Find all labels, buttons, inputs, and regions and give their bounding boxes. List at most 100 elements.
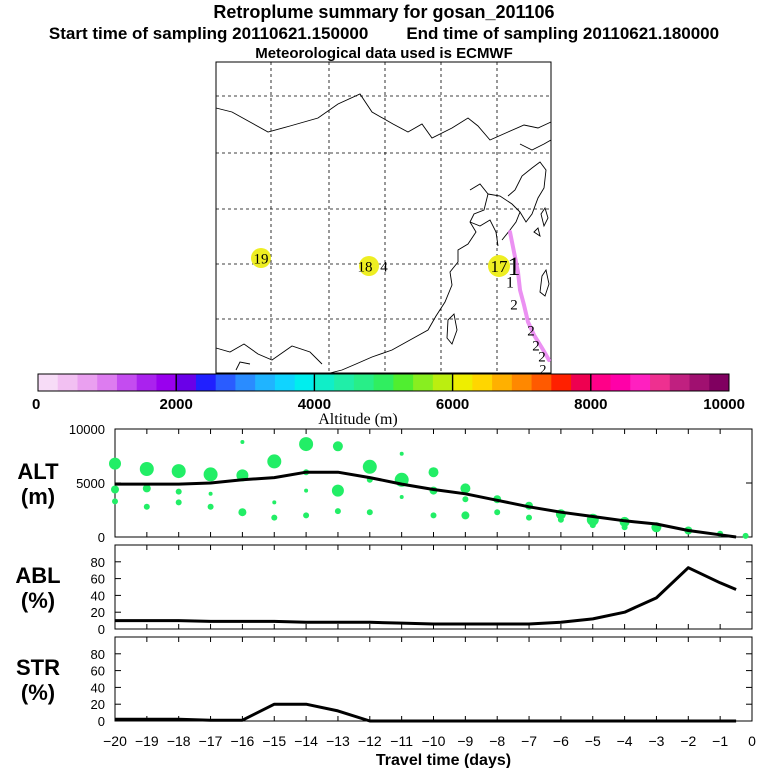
x-tick-label: −1 (712, 733, 728, 749)
altitude-point (272, 500, 277, 505)
x-tick-label: −15 (262, 733, 286, 749)
colorbar-cell (373, 374, 394, 391)
colorbar-cell (669, 374, 691, 391)
colorbar-tick-label: 6000 (436, 396, 469, 413)
colorbar-cell (610, 374, 631, 391)
altitude-point (208, 491, 213, 496)
map-marker-label: 4 (380, 259, 388, 275)
map-marker-label: 1 (508, 252, 521, 281)
colorbar-cell (432, 374, 454, 391)
y-tick-label: 20 (91, 605, 105, 620)
x-axis-title: Travel time (days) (376, 752, 511, 768)
plume-trajectory (508, 230, 551, 362)
altitude-point (304, 488, 309, 493)
map-marker-label: 2 (532, 338, 540, 354)
altitude-point (267, 454, 282, 469)
colorbar-cell (314, 374, 335, 391)
y-tick-label: 10000 (69, 422, 105, 437)
altitude-point (428, 467, 439, 478)
series-line-alt (115, 470, 737, 539)
colorbar-cell (136, 374, 157, 391)
x-tick-label: −3 (648, 733, 664, 749)
altitude-point (109, 457, 121, 470)
colorbar-cell (274, 374, 296, 391)
map-marker-dot (251, 248, 271, 268)
altitude-point (139, 462, 154, 476)
x-tick-label: −17 (199, 733, 223, 749)
colorbar-cell (393, 374, 414, 391)
colorbar-cell (235, 374, 256, 391)
x-tick-label: −13 (326, 733, 350, 749)
colorbar-frame (37, 373, 730, 392)
altitude-point (203, 467, 218, 482)
altitude-point (143, 503, 150, 510)
colorbar-tick-label: 4000 (298, 396, 331, 413)
colorbar-cell (551, 374, 572, 391)
colorbar-cell (452, 374, 473, 391)
y-axis-title: (%) (21, 588, 55, 613)
altitude-point (430, 512, 437, 519)
map-marker-label: 2 (527, 323, 535, 339)
altitude-point (362, 459, 377, 474)
map-marker-dot (359, 256, 379, 276)
colorbar-cell (511, 374, 533, 391)
x-tick-label: −4 (617, 733, 633, 749)
colorbar-tick-label: 2000 (160, 396, 193, 413)
y-tick-label: 0 (98, 714, 105, 729)
altitude-point (331, 484, 344, 497)
altitude-point (303, 512, 310, 519)
altitude-point (460, 483, 471, 494)
x-tick-label: −8 (489, 733, 505, 749)
panel-frame (114, 544, 753, 630)
y-tick-label: 5000 (76, 476, 105, 491)
altitude-point (175, 499, 182, 506)
panel-alt: 0 5000 10000 ALT(m) (17, 422, 753, 545)
x-tick-label: −9 (457, 733, 473, 749)
altitude-point (621, 524, 628, 531)
map-gridlines (216, 62, 551, 373)
y-axis-title: (%) (21, 680, 55, 705)
y-tick-label: 20 (91, 697, 105, 712)
altitude-point (175, 488, 182, 495)
map-marker-label: 17 (491, 257, 509, 276)
colorbar-cell (650, 374, 671, 391)
altitude-point (366, 509, 373, 516)
colorbar-cell (255, 374, 276, 391)
altitude-point (494, 509, 501, 516)
altitude-point (526, 514, 532, 521)
altitude-point (171, 464, 186, 479)
colorbar-cells (38, 374, 730, 391)
chart-title: Retroplume summary for gosan_201106 (213, 2, 555, 22)
x-tick-label: −14 (294, 733, 318, 749)
colorbar-cell (472, 374, 493, 391)
map-marker-label: 18 (358, 259, 373, 275)
y-axis-title: (m) (21, 484, 55, 509)
altitude-point (589, 522, 596, 529)
map-marker-label: 2 (540, 363, 547, 378)
x-tick-label: −20 (103, 733, 127, 749)
colorbar-cell (116, 374, 138, 391)
altitude-point (461, 511, 470, 520)
sampling-times: Start time of sampling 20110621.150000 En… (0, 25, 768, 42)
y-tick-label: 60 (91, 572, 105, 587)
colorbar-cell (176, 374, 197, 391)
x-tick-label: −6 (553, 733, 569, 749)
map-marker-dot (488, 255, 510, 277)
y-tick-label: 0 (98, 530, 105, 545)
colorbar-cell (77, 374, 98, 391)
y-axis-title: STR (16, 655, 60, 680)
y-tick-label: 0 (98, 622, 105, 637)
y-axis-title: ABL (15, 563, 60, 588)
colorbar-tick-label: 8000 (574, 396, 607, 413)
colorbar-cell (57, 374, 78, 391)
series-line-str (115, 702, 737, 723)
altitude-point (111, 485, 119, 494)
altitude-point (238, 508, 247, 517)
y-tick-label: 80 (91, 555, 105, 570)
start-time-label: Start time of sampling 20110621.150000 (48, 24, 369, 43)
altitude-point (399, 451, 404, 456)
